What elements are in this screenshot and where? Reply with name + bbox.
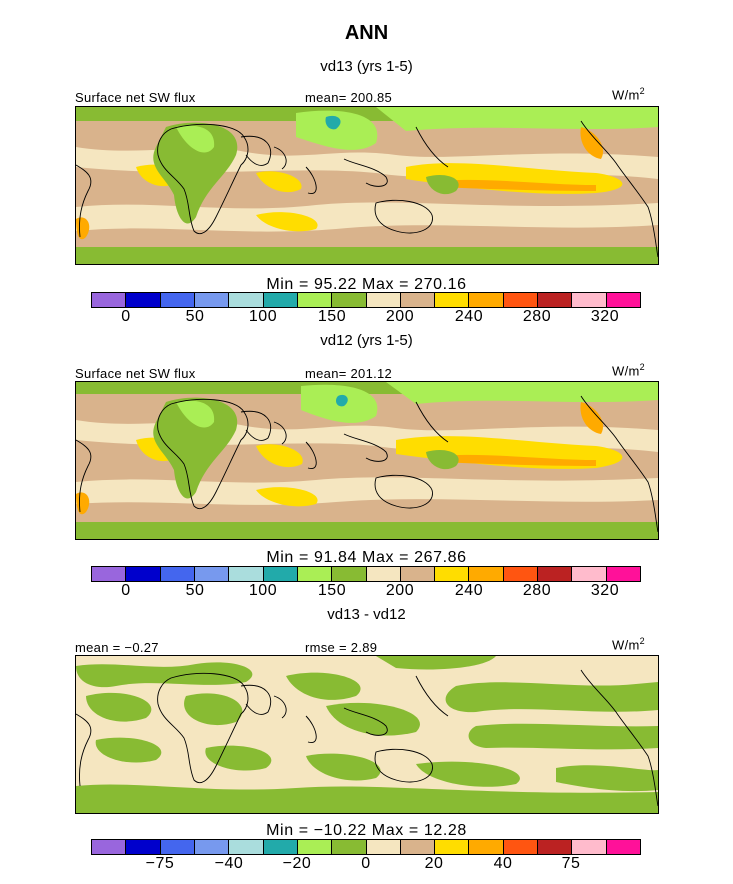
panel1-colorbar-swatch [435,293,470,307]
panel2-colorbar-swatch [297,567,333,581]
panel2-colorbar-swatch [572,567,607,581]
panel1-colorbar-swatch [606,293,640,307]
panel1-colorbar-swatch [229,293,264,307]
panel3-colorbar-swatch [263,840,298,854]
panel2-tick: 100 [248,582,278,599]
panel2-colorbar-swatch [194,567,230,581]
panel1-colorbar-swatch [538,293,573,307]
panel1-tick: 150 [317,308,347,325]
panel1-colorbar-swatch [400,293,436,307]
panel3-tick: −75 [145,855,175,872]
panel3-subtitle: vd13 - vd12 [327,606,406,623]
panel2-tick: 320 [590,582,620,599]
panel3-colorbar-swatch [332,840,367,854]
panel3-colorbar-swatch [126,840,161,854]
panel1-subtitle: vd13 (yrs 1-5) [320,58,413,75]
panel1-colorbar-swatch [263,293,298,307]
panel2-colorbar-swatch [366,567,401,581]
panel2-units: W/m2 [612,362,645,379]
panel1-colorbar-swatch [366,293,401,307]
panel2-colorbar-swatch [435,567,470,581]
panel1-mean-label: mean= 200.85 [305,90,393,105]
panel2-min-max: Min = 91.84 Max = 267.86 [266,549,467,566]
panel1-field-label: Surface net SW flux [75,90,196,105]
panel2-tick: 0 [121,582,131,599]
panel1-tick: 0 [121,308,131,325]
panel3-tick: 75 [561,855,581,872]
panel1-tick: 280 [522,308,552,325]
panel2-colorbar-swatch [92,567,127,581]
panel2-colorbar-swatch [400,567,436,581]
panel3-tick: −40 [214,855,244,872]
panel2-field-label: Surface net SW flux [75,366,196,381]
panel3-colorbar-swatch [469,840,504,854]
panel1-tick: 320 [590,308,620,325]
panel3-tick: −20 [282,855,312,872]
panel3-mean-label: mean = −0.27 [75,640,159,655]
panel2-tick: 150 [317,582,347,599]
panel3-colorbar-swatch [606,840,640,854]
panel1-colorbar-swatch [572,293,607,307]
panel1-units: W/m2 [612,86,645,103]
figure-title: ANN [344,22,389,44]
panel3-colorbar [91,839,641,855]
panel1-tick: 100 [248,308,278,325]
panel2-tick: 200 [385,582,415,599]
panel1-tick: 240 [454,308,484,325]
panel3-colorbar-swatch [538,840,573,854]
panel1-map [75,106,659,265]
panel3-colorbar-swatch [229,840,264,854]
panel1-tick: 200 [385,308,415,325]
panel2-colorbar-swatch [332,567,367,581]
panel1-tick: 50 [185,308,205,325]
panel2-tick: 50 [185,582,205,599]
panel3-units: W/m2 [612,636,645,653]
panel1-colorbar-swatch [332,293,367,307]
panel3-map [75,655,659,814]
panel2-colorbar-swatch [229,567,264,581]
panel2-colorbar-swatch [160,567,195,581]
panel2-mean-label: mean= 201.12 [305,366,393,381]
panel2-colorbar [91,566,641,582]
panel3-colorbar-swatch [435,840,470,854]
panel3-colorbar-swatch [160,840,195,854]
panel1-colorbar-swatch [297,293,333,307]
panel1-colorbar-swatch [126,293,161,307]
panel3-colorbar-swatch [297,840,333,854]
panel3-tick: 0 [361,855,371,872]
panel2-colorbar-swatch [469,567,504,581]
panel1-colorbar-swatch [194,293,230,307]
panel2-colorbar-swatch [126,567,161,581]
panel2-tick: 280 [522,582,552,599]
panel2-colorbar-swatch [263,567,298,581]
panel2-colorbar-swatch [503,567,539,581]
panel2-subtitle: vd12 (yrs 1-5) [320,332,413,349]
panel3-colorbar-swatch [503,840,539,854]
panel1-colorbar [91,292,641,308]
panel3-colorbar-swatch [194,840,230,854]
panel2-colorbar-swatch [606,567,640,581]
panel3-tick: 40 [493,855,513,872]
panel2-colorbar-swatch [538,567,573,581]
panel3-tick: 20 [424,855,444,872]
panel3-colorbar-swatch [92,840,127,854]
panel3-colorbar-swatch [366,840,401,854]
panel2-map [75,381,659,540]
panel1-colorbar-swatch [160,293,195,307]
panel1-colorbar-swatch [503,293,539,307]
panel3-rmse-label: rmse = 2.89 [305,640,378,655]
panel3-colorbar-swatch [400,840,436,854]
panel3-min-max: Min = −10.22 Max = 12.28 [266,822,467,839]
panel1-min-max: Min = 95.22 Max = 270.16 [266,276,467,293]
panel1-colorbar-swatch [469,293,504,307]
panel1-colorbar-swatch [92,293,127,307]
panel3-colorbar-swatch [572,840,607,854]
panel2-tick: 240 [454,582,484,599]
